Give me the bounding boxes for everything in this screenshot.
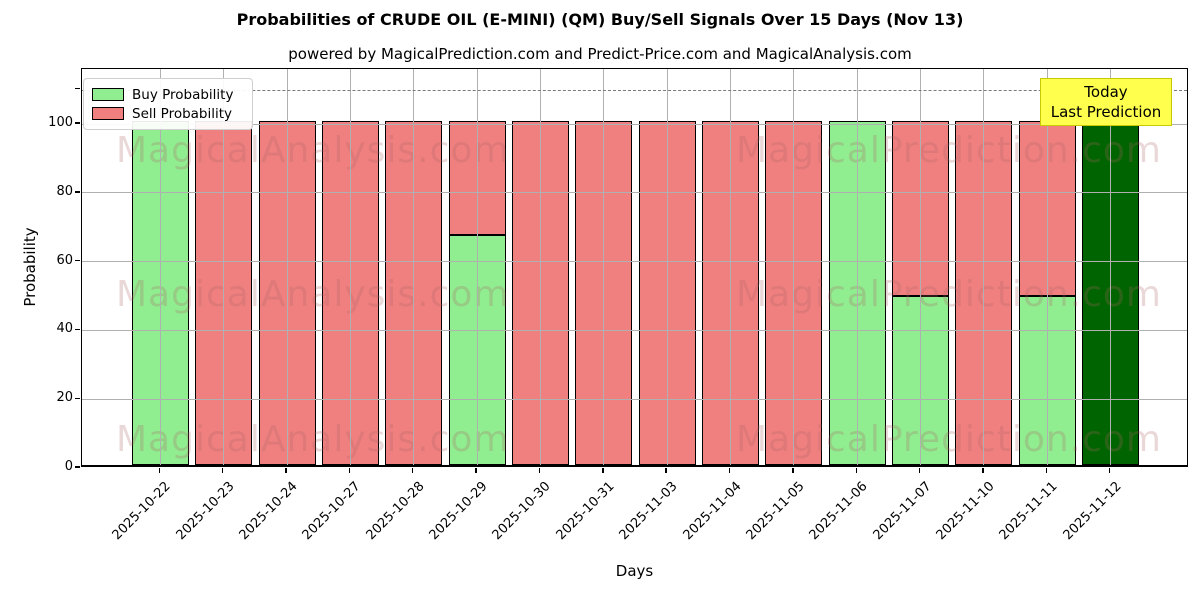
- x-tick-mark: [538, 468, 541, 473]
- horizontal-gridline: [82, 398, 1187, 400]
- vertical-gridline: [1046, 69, 1048, 465]
- vertical-gridline: [983, 69, 985, 465]
- y-tick-label: 80: [56, 183, 73, 199]
- y-tick-label: 40: [56, 321, 73, 337]
- horizontal-gridline: [82, 123, 1187, 125]
- x-tick-mark: [665, 468, 667, 473]
- x-tick-label: 2025-10-24: [236, 479, 301, 544]
- sell-swatch-icon: [92, 107, 124, 120]
- chart-title: Probabilities of CRUDE OIL (E-MINI) (QM)…: [236, 10, 964, 29]
- x-tick-mark: [728, 468, 731, 473]
- x-tick-mark: [1045, 468, 1048, 473]
- x-tick-mark: [221, 468, 224, 473]
- x-tick-label: 2025-11-06: [806, 479, 871, 544]
- vertical-gridline: [603, 69, 605, 465]
- legend-label-buy: Buy Probability: [132, 86, 234, 103]
- annotation-line-1: Today: [1084, 83, 1128, 101]
- x-tick-label: 2025-11-10: [933, 479, 998, 544]
- y-tick-label: 20: [56, 390, 73, 406]
- x-tick-mark: [1109, 468, 1111, 473]
- x-tick-mark: [348, 468, 351, 473]
- x-tick-label: 2025-11-05: [743, 479, 808, 544]
- vertical-gridline: [349, 69, 351, 465]
- horizontal-gridline: [82, 192, 1187, 194]
- x-tick-label: 2025-10-27: [299, 479, 364, 544]
- vertical-gridline: [730, 69, 732, 465]
- x-tick-mark: [158, 468, 160, 473]
- vertical-gridline: [286, 69, 288, 465]
- x-tick-label: 2025-11-07: [870, 479, 935, 544]
- legend-entry-buy: Buy Probability: [92, 85, 242, 104]
- y-tick-mark: [75, 259, 80, 262]
- y-tick-mark-dashed: [75, 87, 80, 90]
- horizontal-gridline: [82, 329, 1187, 331]
- x-tick-label: 2025-10-30: [490, 479, 555, 544]
- vertical-gridline: [793, 69, 795, 465]
- dashed-threshold-line: [82, 89, 1187, 91]
- today-annotation-box: Today Last Prediction: [1040, 78, 1172, 126]
- x-tick-mark: [982, 468, 984, 473]
- vertical-gridline: [539, 69, 541, 465]
- x-tick-label: 2025-11-12: [1060, 479, 1125, 544]
- vertical-gridline: [1110, 69, 1112, 465]
- x-tick-mark: [855, 468, 857, 473]
- x-tick-label: 2025-10-23: [173, 479, 238, 544]
- x-tick-mark: [602, 468, 604, 473]
- y-tick-mark: [75, 466, 80, 468]
- x-axis-label: Days: [615, 562, 654, 580]
- x-tick-label: 2025-10-22: [109, 479, 174, 544]
- horizontal-gridline: [82, 261, 1187, 263]
- x-tick-label: 2025-11-11: [996, 479, 1061, 544]
- y-tick-mark: [75, 397, 80, 399]
- x-tick-mark: [475, 468, 477, 473]
- x-tick-label: 2025-11-04: [680, 479, 745, 544]
- x-tick-mark: [412, 468, 414, 473]
- legend-label-sell: Sell Probability: [132, 105, 233, 122]
- vertical-gridline: [666, 69, 668, 465]
- chart-subtitle: powered by MagicalPrediction.com and Pre…: [288, 45, 912, 63]
- y-tick-label: 100: [48, 115, 73, 131]
- x-tick-label: 2025-10-29: [426, 479, 491, 544]
- x-tick-label: 2025-10-28: [363, 479, 428, 544]
- y-tick-mark: [75, 191, 80, 193]
- y-tick-mark: [75, 122, 80, 124]
- vertical-gridline: [413, 69, 415, 465]
- x-tick-mark: [792, 468, 794, 473]
- vertical-gridline: [159, 69, 161, 465]
- x-tick-mark: [285, 468, 287, 473]
- vertical-gridline: [476, 69, 478, 465]
- vertical-gridline: [920, 69, 922, 465]
- y-tick-label: 0: [64, 459, 73, 474]
- vertical-gridline: [223, 69, 225, 465]
- legend-entry-sell: Sell Probability: [92, 104, 242, 123]
- x-tick-label: 2025-11-03: [616, 479, 681, 544]
- legend: Buy Probability Sell Probability: [83, 78, 253, 130]
- x-tick-label: 2025-10-31: [553, 479, 618, 544]
- y-tick-mark: [75, 328, 80, 331]
- buy-swatch-icon: [92, 88, 124, 101]
- y-tick-label: 60: [56, 252, 73, 268]
- vertical-gridline: [856, 69, 858, 465]
- x-tick-mark: [918, 468, 921, 473]
- annotation-line-2: Last Prediction: [1050, 103, 1162, 121]
